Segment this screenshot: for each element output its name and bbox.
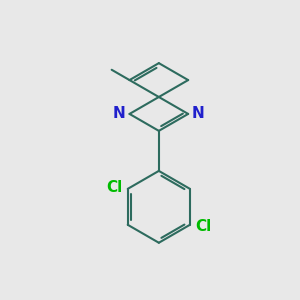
Text: Cl: Cl	[106, 180, 122, 195]
Text: N: N	[192, 106, 205, 121]
Text: Cl: Cl	[195, 219, 212, 234]
Text: N: N	[113, 106, 126, 121]
